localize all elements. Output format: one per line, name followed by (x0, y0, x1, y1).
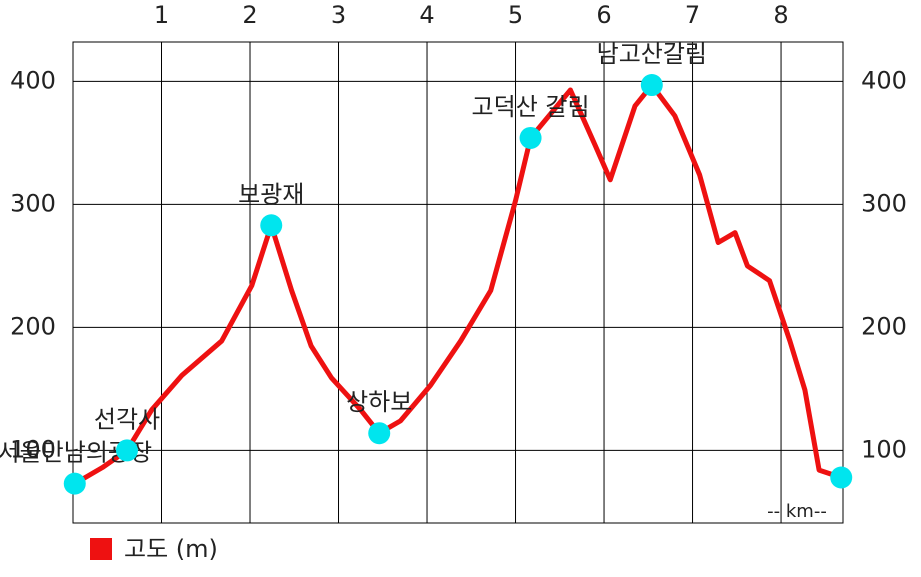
x-tick-label: 1 (154, 1, 169, 29)
y2-tick-label: 300 (861, 189, 907, 217)
x-tick-label: 5 (508, 1, 523, 29)
waypoint-label: 보광재 (238, 180, 304, 208)
x-tick-label: 7 (685, 1, 700, 29)
waypoint-marker (260, 214, 283, 237)
y2-tick-label: 200 (861, 312, 907, 340)
x-tick-label: 8 (773, 1, 788, 29)
y-tick-label: 300 (10, 189, 56, 217)
legend-swatch (90, 538, 112, 560)
plot-frame (72, 41, 844, 524)
axis-unit-annotation: -- km-- (767, 501, 827, 522)
waypoint-marker (115, 439, 138, 462)
waypoint-marker (368, 422, 391, 445)
waypoint-marker (830, 466, 853, 489)
y2-tick-label: 100 (861, 435, 907, 463)
waypoint-label: 남고산갈림 (597, 40, 707, 68)
waypoint-label: 상하보 (346, 388, 412, 416)
y-tick-label: 200 (10, 312, 56, 340)
x-tick-label: 3 (331, 1, 346, 29)
waypoint-marker (640, 74, 663, 97)
x-tick-label: 6 (596, 1, 611, 29)
waypoint-label: 선각사 (94, 405, 160, 433)
x-tick-label: 4 (419, 1, 434, 29)
legend-label: 고도 (m) (124, 535, 218, 563)
waypoint-marker (63, 472, 86, 495)
waypoint-marker (519, 126, 542, 149)
y2-tick-label: 400 (861, 66, 907, 94)
y-tick-label: 100 (10, 435, 56, 463)
waypoint-label: 고덕산 갈림 (472, 93, 590, 121)
y-tick-label: 400 (10, 66, 56, 94)
elevation-line (73, 82, 843, 486)
x-tick-label: 2 (242, 1, 257, 29)
